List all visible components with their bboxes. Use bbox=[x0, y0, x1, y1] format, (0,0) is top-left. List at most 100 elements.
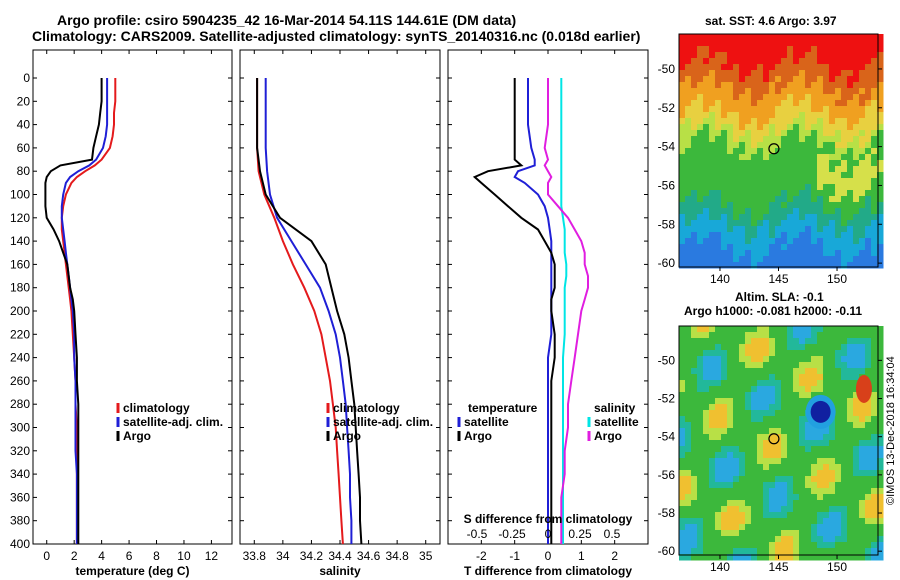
sla-map-cell bbox=[787, 464, 794, 471]
sla-map-cell bbox=[691, 446, 698, 453]
sla-map-cell bbox=[715, 386, 722, 393]
sla-map-cell bbox=[781, 398, 788, 405]
sla-map-cell bbox=[751, 332, 758, 339]
sla-map-cell bbox=[811, 362, 818, 369]
sst-map-cell bbox=[835, 220, 842, 227]
sst-map-cell bbox=[715, 136, 722, 143]
sst-map-cell bbox=[739, 208, 746, 215]
sst-map-cell bbox=[805, 154, 812, 161]
sst-map-cell bbox=[727, 40, 734, 47]
sst-map-cell bbox=[853, 262, 860, 269]
sst-map-cell bbox=[709, 100, 716, 107]
sla-map-cell bbox=[811, 512, 818, 519]
sst-map-cell bbox=[793, 226, 800, 233]
sla-map-cell bbox=[799, 440, 806, 447]
sla-map-cell bbox=[805, 374, 812, 381]
sst-map-cell bbox=[745, 34, 752, 41]
sst-map-cell bbox=[709, 34, 716, 41]
sla-map-cell bbox=[853, 554, 860, 561]
sla-map-cell bbox=[691, 512, 698, 519]
sla-map-cell bbox=[823, 368, 830, 375]
sla-map-cell bbox=[721, 344, 728, 351]
sla-map-cell bbox=[679, 524, 686, 531]
sla-map-cell bbox=[817, 530, 824, 537]
sst-map-cell bbox=[799, 112, 806, 119]
sst-map-cell bbox=[877, 100, 884, 107]
sst-map-cell bbox=[679, 208, 686, 215]
sst-map-cell bbox=[709, 256, 716, 263]
sla-map-cell bbox=[721, 518, 728, 525]
sst-map-cell bbox=[703, 262, 710, 269]
sst-map-cell bbox=[853, 196, 860, 203]
sla-map-cell bbox=[799, 398, 806, 405]
sla-map-cell bbox=[805, 356, 812, 363]
sst-map-cell bbox=[829, 34, 836, 41]
sla-map-cell bbox=[721, 440, 728, 447]
sla-map-cell bbox=[841, 362, 848, 369]
sla-map-cell bbox=[823, 452, 830, 459]
sst-map-cell bbox=[835, 190, 842, 197]
sst-map-cell bbox=[781, 124, 788, 131]
sla-map-cell bbox=[847, 404, 854, 411]
sst-map-cell bbox=[715, 190, 722, 197]
sla-map-cell bbox=[715, 518, 722, 525]
sst-map-cell bbox=[697, 76, 704, 83]
sla-map-cell bbox=[865, 512, 872, 519]
sla-map-cell bbox=[769, 362, 776, 369]
sst-map-cell bbox=[787, 220, 794, 227]
sla-map-cell bbox=[829, 332, 836, 339]
sst-map-cell bbox=[745, 52, 752, 59]
diff-legend-left-title: temperature bbox=[468, 401, 538, 415]
sst-map-cell bbox=[799, 142, 806, 149]
sst-map-cell bbox=[829, 64, 836, 71]
sla-map-cell bbox=[817, 500, 824, 507]
sla-map-cell bbox=[733, 404, 740, 411]
sla-map-cell bbox=[787, 428, 794, 435]
sst-map-cell bbox=[733, 178, 740, 185]
sla-map-cell bbox=[679, 530, 686, 537]
sst-map-cell bbox=[763, 34, 770, 41]
sst-map-cell bbox=[703, 244, 710, 251]
sst-map-cell bbox=[697, 250, 704, 257]
sla-map-cell bbox=[733, 536, 740, 543]
sst-map-cell bbox=[769, 256, 776, 263]
sst-map-cell bbox=[805, 106, 812, 113]
sst-map-cell bbox=[865, 46, 872, 53]
sst-map-cell bbox=[823, 190, 830, 197]
sla-map-cell bbox=[853, 500, 860, 507]
sla-map-cell bbox=[757, 410, 764, 417]
sst-map-cell bbox=[763, 136, 770, 143]
sla-map-cell bbox=[877, 506, 884, 513]
sla-map-cell bbox=[763, 338, 770, 345]
sla-map-cell bbox=[871, 494, 878, 501]
sst-map-cell bbox=[817, 250, 824, 257]
sla-map-cell bbox=[781, 470, 788, 477]
sla-map-cell bbox=[763, 410, 770, 417]
sla-map-cell bbox=[823, 524, 830, 531]
sla-map-cell bbox=[811, 482, 818, 489]
sla-map-cell bbox=[811, 488, 818, 495]
sla-map-cell bbox=[751, 410, 758, 417]
sst-map-cell bbox=[721, 124, 728, 131]
sst-map-cell bbox=[817, 112, 824, 119]
sla-map-cell bbox=[847, 398, 854, 405]
sst-map-cell bbox=[763, 112, 770, 119]
sla-map-cell bbox=[703, 368, 710, 375]
sla-map-cell bbox=[679, 494, 686, 501]
sla-map-cell bbox=[679, 356, 686, 363]
sla-map-cell bbox=[697, 362, 704, 369]
sst-map-cell bbox=[745, 226, 752, 233]
sst-map-cell bbox=[715, 34, 722, 41]
sla-map-cell bbox=[871, 488, 878, 495]
sst-map-cell bbox=[679, 256, 686, 263]
sst-map-cell bbox=[703, 52, 710, 59]
sst-map-cell bbox=[799, 40, 806, 47]
sla-map-cell bbox=[859, 368, 866, 375]
depth-tick-label: 260 bbox=[10, 374, 30, 388]
sst-map-cell bbox=[679, 100, 686, 107]
sla-map-cell bbox=[769, 476, 776, 483]
sst-map-cell bbox=[847, 190, 854, 197]
sst-map-cell bbox=[733, 166, 740, 173]
sla-map-cell bbox=[793, 344, 800, 351]
sst-map-cell bbox=[679, 34, 686, 41]
